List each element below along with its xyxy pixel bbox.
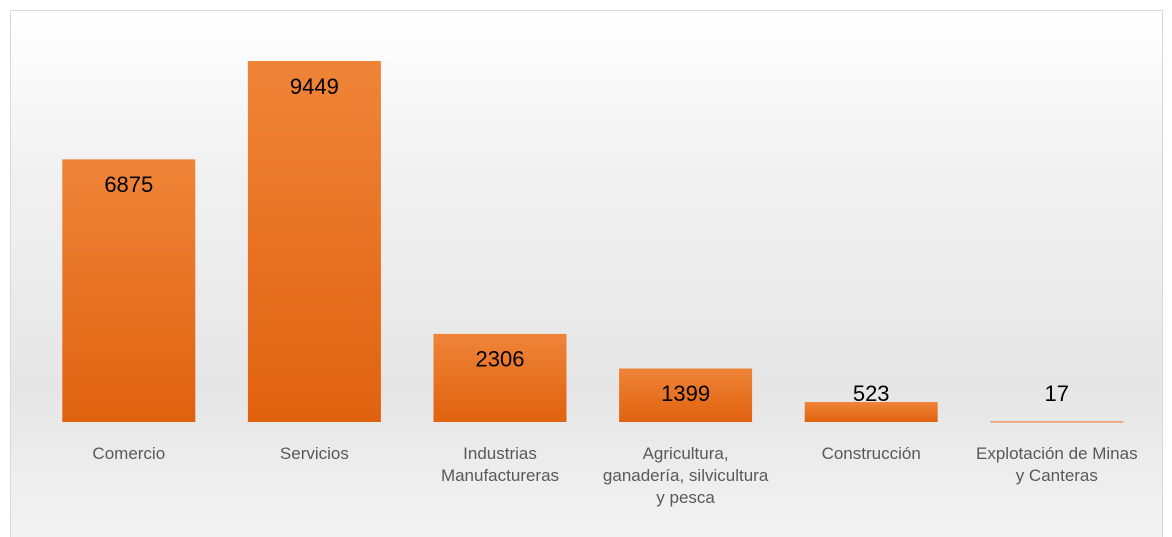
data-label: 1399	[661, 381, 710, 406]
plot-area	[10, 10, 1163, 537]
bar	[62, 159, 196, 422]
bar	[619, 368, 753, 422]
x-tick-label: Explotación de Minas y Canteras	[976, 444, 1138, 485]
x-tick-label: Comercio	[92, 444, 166, 463]
data-label: 523	[853, 381, 890, 406]
x-tick-label: Agricultura, ganadería, silvicultura y p…	[602, 444, 769, 507]
data-label: 17	[1045, 381, 1069, 406]
data-label: 9449	[290, 74, 339, 99]
data-label: 6875	[104, 172, 153, 197]
x-tick-label: Construcción	[821, 444, 921, 463]
bar	[433, 333, 567, 422]
bar	[990, 421, 1124, 423]
bar	[247, 61, 381, 422]
data-label: 2306	[476, 347, 525, 372]
x-tick-label: Industrias Manufactureras	[440, 444, 560, 485]
bar	[804, 402, 938, 422]
x-tick-label: Servicios	[279, 444, 349, 463]
